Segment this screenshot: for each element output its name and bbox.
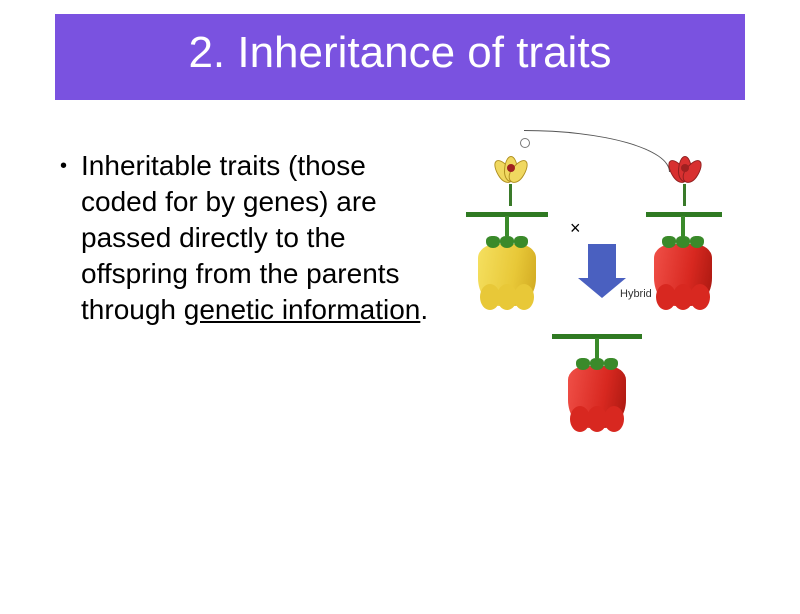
- slide-title: 2. Inheritance of traits: [55, 14, 745, 100]
- pollen-arc: [524, 130, 670, 172]
- cross-symbol: ×: [570, 218, 581, 239]
- bullet-item: • Inheritable traits (those coded for by…: [60, 148, 430, 448]
- inheritance-diagram: ×: [440, 148, 760, 448]
- bullet-marker: •: [60, 148, 67, 448]
- bullet-underlined: genetic information: [184, 294, 421, 325]
- parent-pepper-red: [654, 236, 712, 308]
- hybrid-label: Hybrid: [620, 288, 652, 300]
- parent-flower-red: [664, 152, 706, 204]
- slide-content: • Inheritable traits (those coded for by…: [0, 148, 800, 448]
- parent-pepper-yellow: [478, 236, 536, 308]
- parent-flower-yellow: [490, 152, 532, 204]
- bullet-text: Inheritable traits (those coded for by g…: [81, 148, 430, 448]
- bullet-trail: .: [420, 294, 428, 325]
- pollen-dot: [520, 138, 530, 148]
- offspring-pepper-red: [568, 358, 626, 430]
